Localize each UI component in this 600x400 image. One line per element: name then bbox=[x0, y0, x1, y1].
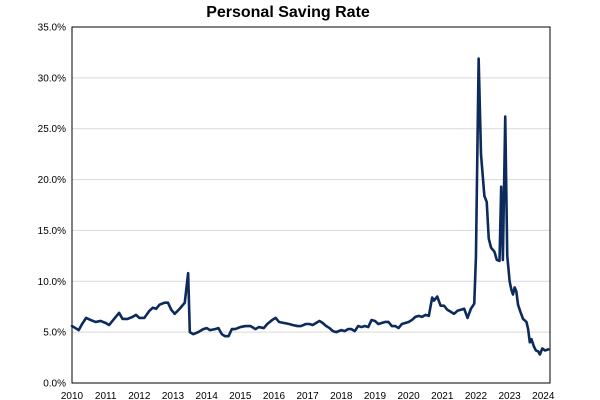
x-tick-label: 2012 bbox=[128, 391, 151, 400]
x-tick-label: 2017 bbox=[297, 391, 320, 400]
x-tick-label: 2013 bbox=[162, 391, 185, 400]
x-tick-label: 2019 bbox=[364, 391, 387, 400]
y-tick-label: 30.0% bbox=[38, 73, 66, 84]
x-axis-tick-labels: 2010 2011 2012 2013 2014 2015 2016 2017 2018 2019… bbox=[61, 391, 555, 400]
series-layer bbox=[70, 57, 550, 356]
x-tick-label: 2015 bbox=[229, 391, 252, 400]
plot-area-frame bbox=[71, 26, 551, 384]
x-tick-label: 2022 bbox=[465, 391, 488, 400]
y-tick-label: 10.0% bbox=[38, 277, 66, 288]
y-tick-label: 15.0% bbox=[38, 226, 66, 237]
y-tick-label: 20.0% bbox=[38, 175, 66, 186]
x-tick-label: 2024 bbox=[532, 391, 555, 400]
y-tick-label: 35.0% bbox=[38, 23, 66, 34]
y-tick-label: 25.0% bbox=[38, 124, 66, 135]
y-tick-label: 5.0% bbox=[43, 328, 66, 339]
x-tick-label: 2011 bbox=[95, 391, 117, 400]
x-tick-label: 2023 bbox=[498, 391, 521, 400]
x-tick-label: 2010 bbox=[61, 391, 84, 400]
series-line bbox=[70, 57, 550, 356]
y-tick-label: 0.0% bbox=[43, 379, 66, 390]
x-tick-label: 2020 bbox=[397, 391, 420, 400]
x-tick-label: 2016 bbox=[263, 391, 286, 400]
x-tick-label: 2021 bbox=[431, 391, 454, 400]
chart-title: Personal Saving Rate bbox=[206, 4, 370, 21]
x-tick-label: 2014 bbox=[196, 391, 219, 400]
gridlines bbox=[72, 77, 550, 333]
x-tick-label: 2018 bbox=[330, 391, 353, 400]
y-axis-tick-labels: 0.0% 5.0% 10.0% 15.0% 20.0% 25.0% 30.0% 35.0% bbox=[38, 23, 66, 390]
